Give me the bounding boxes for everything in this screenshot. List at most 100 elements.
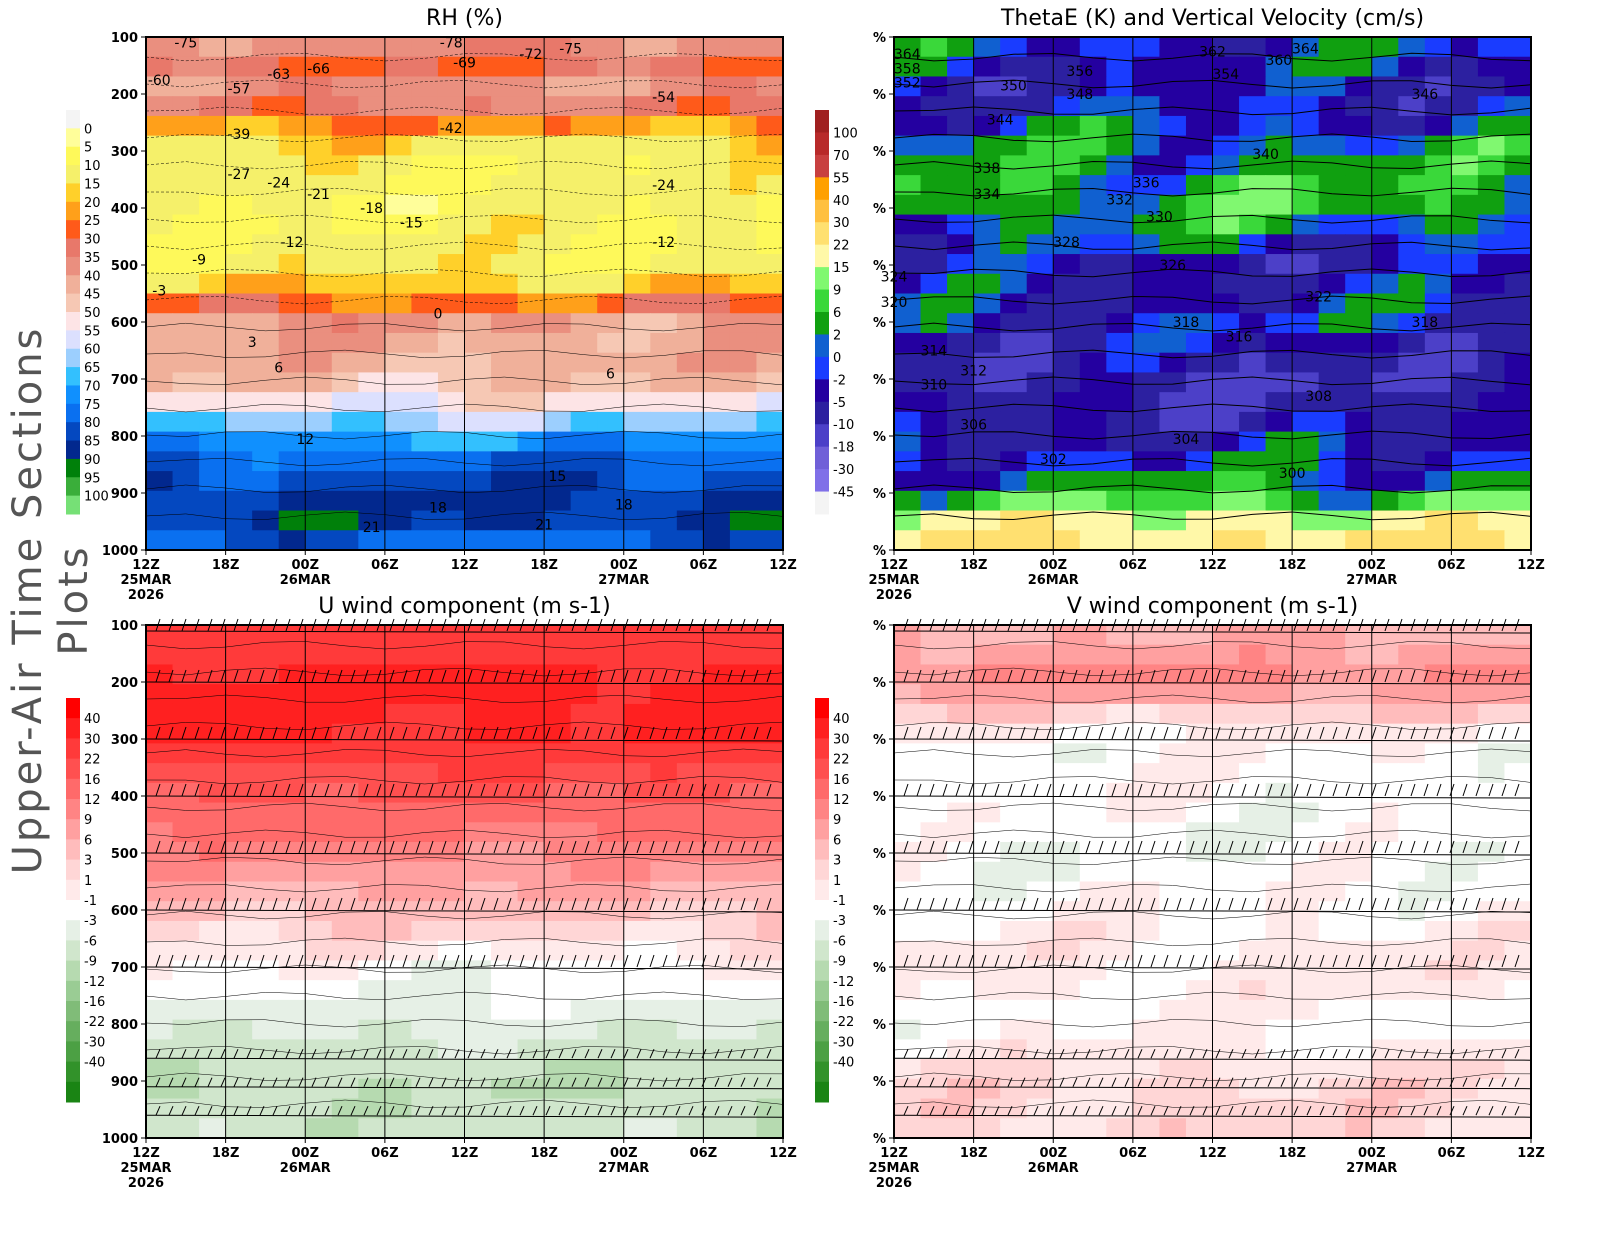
- heatmap-cell: [1159, 332, 1187, 354]
- heatmap-cell: [252, 313, 280, 334]
- heatmap-cell: [278, 135, 306, 156]
- wind-barb: [181, 1077, 187, 1087]
- heatmap-cell: [225, 56, 253, 78]
- heatmap-cell: [1079, 96, 1107, 117]
- heatmap-cell: [305, 530, 333, 551]
- heatmap-cell: [331, 490, 359, 512]
- heatmap-cell: [756, 980, 784, 1001]
- x-tick-label: 18Z: [530, 1146, 558, 1161]
- heatmap-cell: [570, 664, 598, 685]
- wind-barb: [155, 783, 161, 797]
- heatmap-cell: [384, 431, 413, 452]
- heatmap-cell: [1477, 431, 1506, 452]
- heatmap-cell: [1053, 56, 1081, 78]
- wind-barb: [942, 669, 948, 683]
- heatmap-cell: [1292, 881, 1320, 902]
- heatmap-cell: [756, 684, 784, 705]
- heatmap-cell: [358, 1078, 386, 1100]
- heatmap-cell: [172, 332, 200, 354]
- colorbar-swatch: [66, 1041, 80, 1063]
- heatmap-cell: [146, 530, 174, 551]
- heatmap-cell: [199, 1039, 227, 1060]
- wind-barb: [968, 783, 974, 797]
- heatmap-cell: [756, 411, 784, 433]
- heatmap-cell: [1318, 822, 1346, 843]
- heatmap-cell: [225, 293, 253, 314]
- heatmap-cell: [146, 999, 174, 1021]
- heatmap-cell: [1345, 782, 1373, 804]
- heatmap-cell: [1398, 861, 1426, 883]
- heatmap-cell: [1504, 471, 1532, 492]
- heatmap-cell: [1318, 411, 1346, 433]
- heatmap-cell: [1185, 530, 1214, 551]
- wind-barb: [519, 840, 525, 854]
- heatmap-cell: [305, 175, 333, 196]
- heatmap-cell: [1132, 940, 1161, 962]
- heatmap-cell: [172, 471, 200, 492]
- heatmap-cell: [1318, 96, 1346, 117]
- heatmap-cell: [1212, 782, 1240, 804]
- heatmap-cell: [1424, 372, 1452, 393]
- wind-barb: [1293, 897, 1299, 911]
- wind-barb: [1254, 1048, 1260, 1059]
- heatmap-cell: [1318, 392, 1346, 413]
- wind-barb: [480, 1077, 486, 1087]
- heatmap-cell: [225, 940, 253, 962]
- wind-barb: [1501, 1048, 1507, 1059]
- heatmap-cell: [1318, 625, 1346, 646]
- heatmap-cell: [973, 530, 1001, 551]
- contour-label: -54: [652, 90, 675, 106]
- heatmap-cell: [517, 293, 545, 314]
- colorbar-label: 22: [84, 753, 101, 768]
- heatmap-cell: [384, 723, 413, 744]
- contour-label: 312: [960, 363, 987, 379]
- wind-barb: [1306, 1077, 1312, 1087]
- heatmap-cell: [146, 352, 174, 374]
- colorbar-label: 1: [833, 874, 841, 889]
- heatmap-cell: [411, 1019, 439, 1040]
- heatmap-cell: [1398, 471, 1426, 492]
- heatmap-cell: [920, 254, 948, 275]
- wind-barb: [916, 669, 922, 683]
- heatmap-cell: [1345, 214, 1373, 235]
- heatmap-cell: [411, 273, 439, 295]
- heatmap-cell: [1159, 1078, 1187, 1100]
- heatmap-cell: [1292, 1059, 1320, 1080]
- heatmap-cell: [544, 490, 572, 512]
- heatmap-cell: [278, 1019, 306, 1040]
- heatmap-cell: [703, 175, 731, 196]
- wind-barb: [597, 783, 603, 797]
- wind-barb: [1332, 783, 1338, 797]
- heatmap-cell: [252, 782, 280, 804]
- x-tick-label: 12Z: [769, 558, 797, 573]
- heatmap-cell: [947, 940, 975, 962]
- heatmap-cell: [973, 625, 1001, 646]
- heatmap-cell: [1424, 842, 1452, 863]
- heatmap-cell: [384, 782, 413, 804]
- heatmap-cell: [252, 980, 280, 1001]
- heatmap-cell: [1000, 194, 1028, 216]
- wind-barb: [246, 783, 252, 797]
- heatmap-cell: [331, 802, 359, 823]
- wind-barb: [1176, 1048, 1182, 1059]
- heatmap-cell: [1079, 999, 1107, 1021]
- heatmap-cell: [305, 490, 333, 512]
- wind-barb: [1462, 1105, 1468, 1116]
- contour-label: 15: [548, 469, 566, 485]
- wind-barb: [467, 897, 473, 911]
- heatmap-cell: [1159, 920, 1187, 942]
- wind-barb: [311, 1077, 317, 1087]
- heatmap-cell: [1079, 194, 1107, 216]
- colorbar-label: 40: [84, 712, 101, 727]
- y-tick-label: %: [873, 676, 886, 691]
- wind-barb: [1319, 669, 1325, 683]
- heatmap-cell: [437, 1019, 466, 1040]
- heatmap-cell: [570, 175, 598, 196]
- heatmap-cell: [1053, 254, 1081, 275]
- heatmap-cell: [225, 451, 253, 472]
- heatmap-cell: [146, 372, 174, 393]
- heatmap-cell: [1477, 115, 1506, 137]
- contour-line: [145, 188, 784, 197]
- wind-barb: [955, 1048, 961, 1059]
- heatmap-cell: [623, 135, 651, 156]
